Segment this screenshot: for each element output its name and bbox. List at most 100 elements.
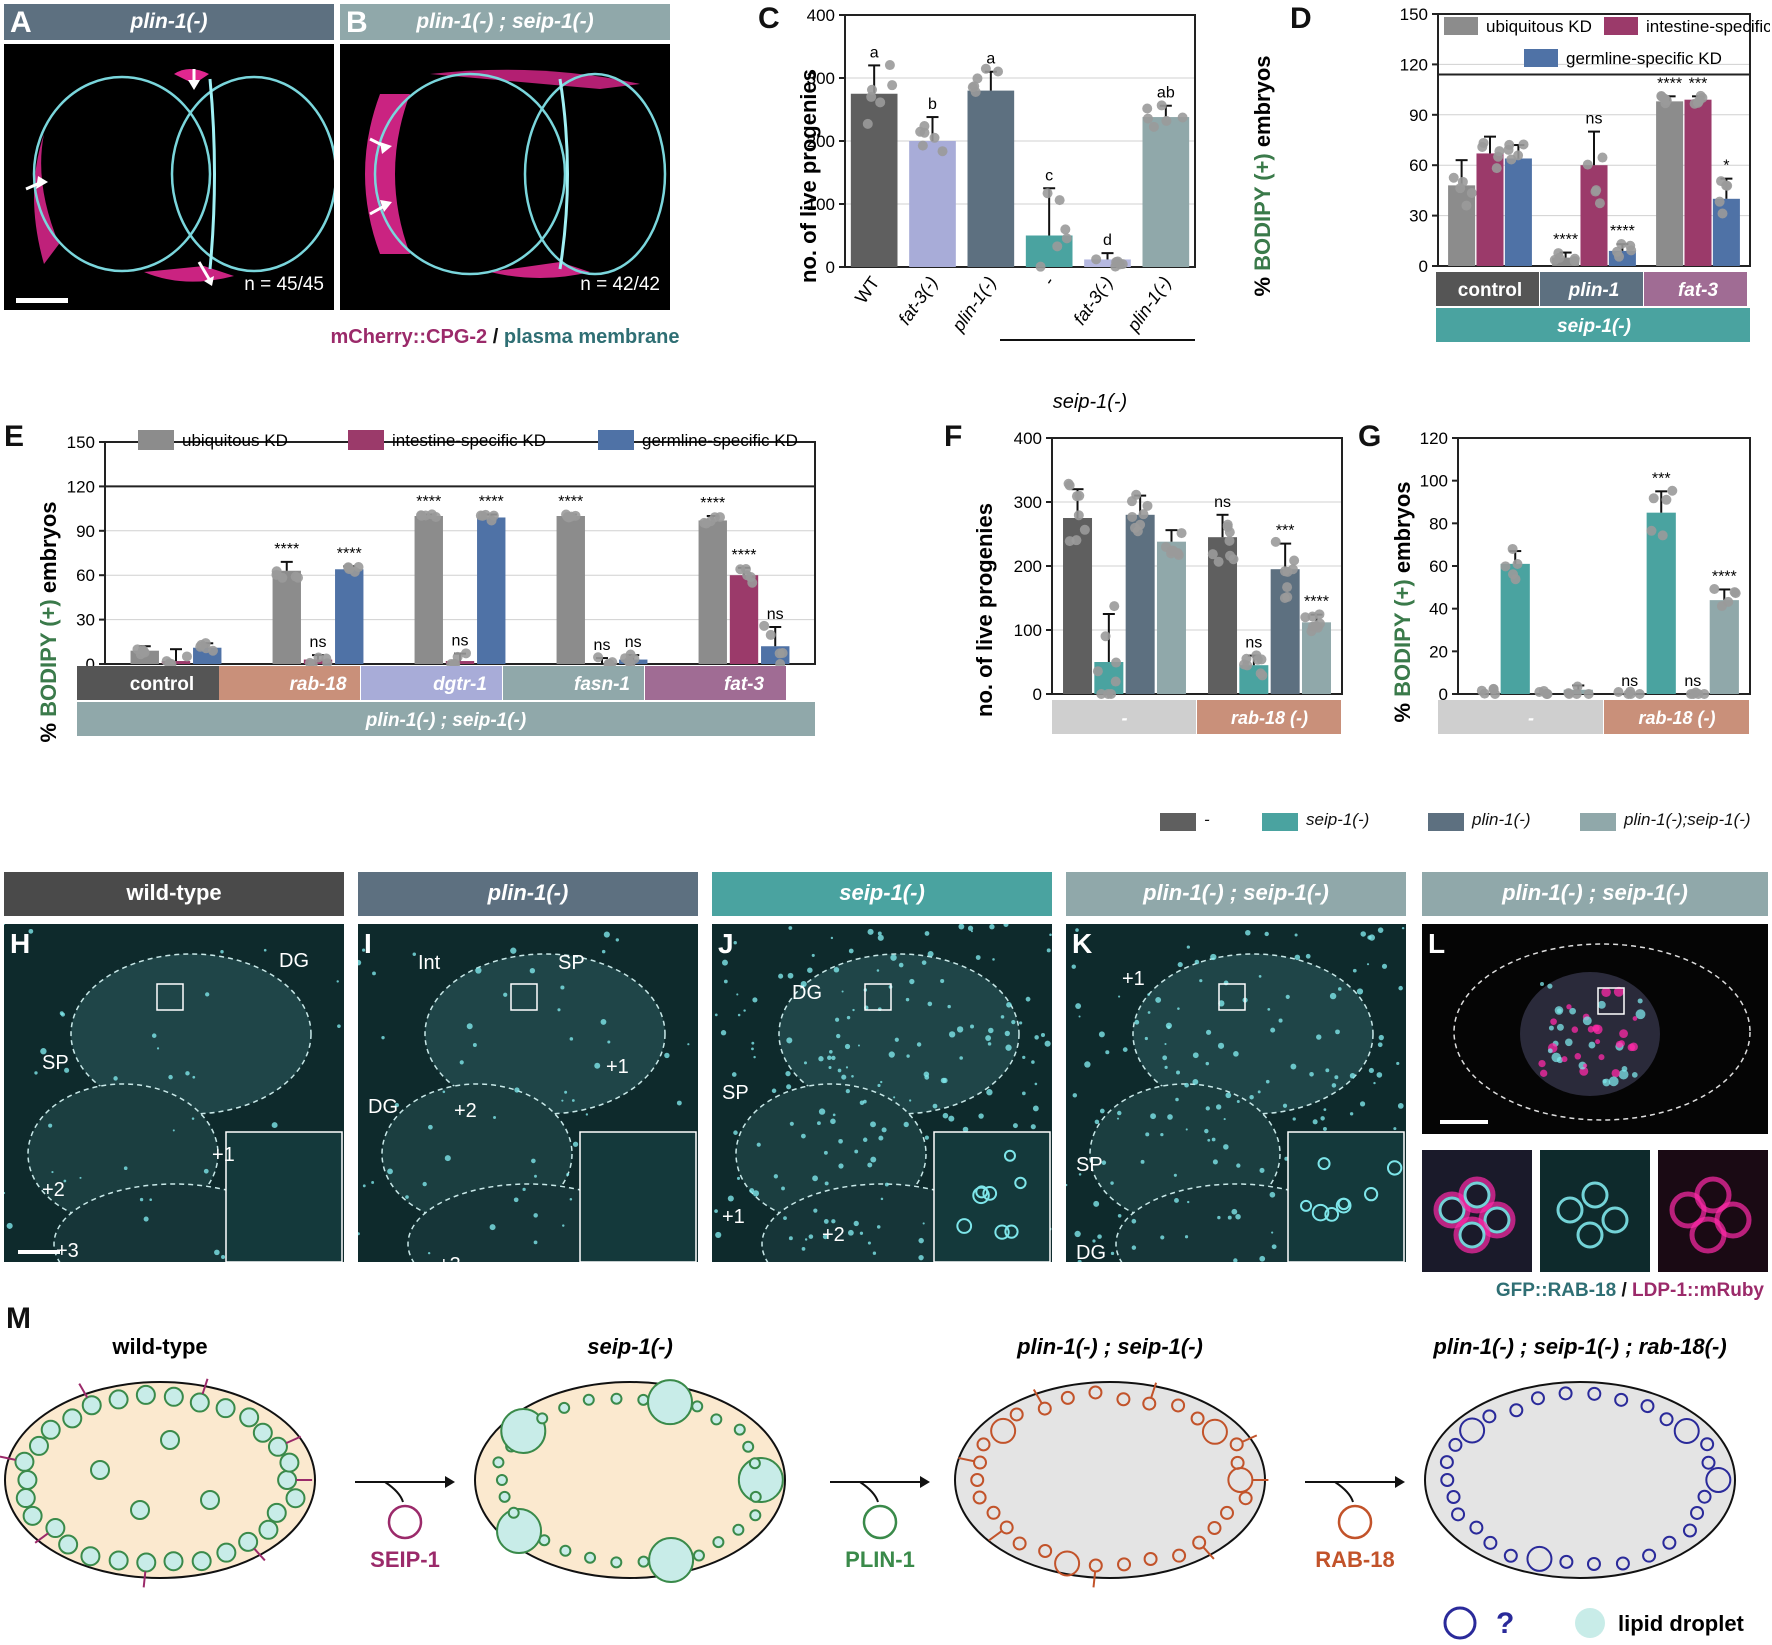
- data-point: [1100, 631, 1111, 642]
- micro-legend-gfp: GFP::RAB-18: [1495, 1280, 1617, 1301]
- data-point: [1079, 524, 1090, 535]
- group-label: rab-18: [289, 674, 346, 695]
- data-point: [1656, 90, 1667, 101]
- micro-letter: J: [718, 928, 734, 959]
- data-point: [1571, 688, 1582, 699]
- data-point: [1476, 685, 1487, 696]
- data-point: [1071, 535, 1082, 546]
- schematic-cell: [1424, 1381, 1736, 1579]
- legend-label: intestine-specific KD: [392, 431, 546, 450]
- droplet: [1558, 1386, 1573, 1401]
- micro-region-label: +2: [454, 1100, 477, 1122]
- droplet: [136, 1552, 157, 1573]
- micro-region-label: +1: [722, 1206, 745, 1228]
- legend-label: germline-specific KD: [1566, 49, 1722, 68]
- data-point: [1222, 519, 1233, 530]
- roi-box: [864, 983, 892, 1011]
- data-point: [1111, 657, 1122, 668]
- data-point: [1257, 670, 1268, 681]
- data-point: [1466, 187, 1477, 198]
- removed-protein-icon: [387, 1504, 423, 1540]
- droplet: [637, 1555, 650, 1568]
- micro-image: [1066, 924, 1406, 1262]
- significance-label: ****: [1657, 75, 1682, 92]
- group-box: [1438, 700, 1603, 734]
- droplet: [1446, 1489, 1461, 1504]
- y-tick-label: 0: [86, 655, 95, 674]
- droplet: [1526, 1545, 1553, 1572]
- droplet: [732, 1523, 745, 1536]
- bar: [1552, 257, 1580, 266]
- micro-region-label: +3: [56, 1240, 79, 1262]
- y-tick-label: 120: [67, 477, 95, 496]
- droplet: [496, 1507, 543, 1554]
- significance-label: ****: [1553, 232, 1578, 249]
- micro-panel-i: plin-1(-) I Int SP +1 DG +2 +3: [358, 872, 698, 1276]
- micro-title: plin-1(-): [487, 880, 569, 905]
- droplet: [215, 1398, 236, 1419]
- data-point: [1569, 255, 1580, 266]
- data-point: [1307, 611, 1318, 622]
- legend-swatch: [138, 430, 174, 450]
- panel-b-embryo: [365, 69, 667, 278]
- significance-label: ***: [1689, 75, 1708, 92]
- droplet: [999, 1520, 1014, 1535]
- arrow-branch: [1334, 1481, 1354, 1503]
- significance-label: ****: [1304, 594, 1329, 611]
- droplet: [1230, 1455, 1245, 1470]
- inset-box: [933, 1131, 1051, 1262]
- droplet: [495, 1474, 508, 1486]
- significance-label: ****: [558, 494, 583, 511]
- panel-c-ylabel: no. of live progenies: [796, 69, 821, 283]
- bar: [335, 569, 364, 664]
- data-point: [1228, 554, 1239, 565]
- panel-c-group-label: seip-1(-): [1053, 391, 1127, 413]
- bar: [1646, 512, 1676, 694]
- data-point: [1251, 650, 1262, 661]
- droplet: [22, 1505, 43, 1526]
- droplet: [1469, 1520, 1484, 1535]
- data-point: [1110, 676, 1121, 687]
- bar: [729, 575, 759, 664]
- panel-b-image: [340, 44, 670, 310]
- data-point: [1063, 478, 1074, 489]
- legend-mcherry: mCherry::CPG-2: [330, 326, 488, 348]
- group-box: [1052, 700, 1196, 734]
- arrow-head: [920, 1476, 930, 1488]
- droplet: [584, 1551, 597, 1564]
- micro-region-label: +2: [42, 1179, 65, 1201]
- droplet: [500, 1407, 547, 1454]
- droplet: [610, 1392, 623, 1405]
- data-point: [1042, 188, 1053, 199]
- significance-label: ****: [1712, 568, 1737, 585]
- data-point: [1508, 569, 1519, 580]
- data-point: [993, 66, 1004, 77]
- data-point: [1282, 582, 1293, 593]
- protein-marker: [34, 1532, 49, 1544]
- data-point: [593, 652, 604, 663]
- data-point: [1613, 687, 1624, 698]
- y-tick-label: 60: [1429, 557, 1448, 576]
- m-removed-rab: RAB-18: [1315, 1547, 1394, 1572]
- data-point: [915, 126, 926, 137]
- data-point: [461, 648, 472, 659]
- protein-marker: [0, 1455, 16, 1461]
- droplet: [1483, 1535, 1498, 1550]
- schematic-cell: [954, 1381, 1266, 1579]
- bottom-box: [1436, 308, 1750, 342]
- panel-a-embryo: [16, 69, 338, 303]
- droplet: [163, 1551, 184, 1572]
- bottom-label: seip-1(-): [1557, 316, 1631, 337]
- data-point: [1625, 689, 1636, 699]
- data-point: [1493, 151, 1504, 162]
- data-point: [701, 518, 712, 529]
- data-point: [937, 146, 948, 157]
- micro-region-label: DG: [792, 982, 822, 1004]
- data-point: [1626, 245, 1637, 256]
- significance-label: ns: [1245, 635, 1262, 652]
- droplet: [1559, 1554, 1574, 1569]
- data-point: [343, 562, 354, 573]
- droplet: [80, 1546, 101, 1567]
